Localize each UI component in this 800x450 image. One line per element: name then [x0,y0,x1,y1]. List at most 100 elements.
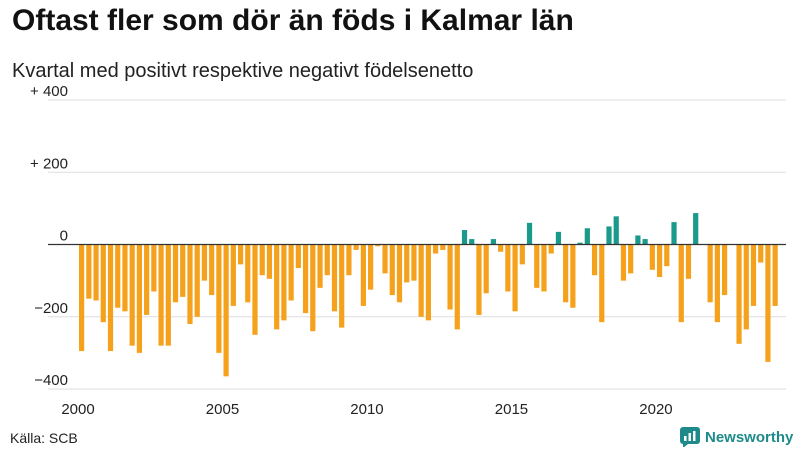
bar [512,244,518,312]
bar [526,222,533,245]
bar [158,244,164,346]
bar [295,244,301,268]
y-tick-label: −200 [34,300,68,317]
x-tick-label: 2000 [61,401,94,418]
bar [606,226,612,245]
bar [281,244,287,321]
bar [375,244,381,247]
bar [216,244,222,353]
bar [201,244,208,281]
source-label: Källa: SCB [10,430,78,446]
x-tick-label: 2020 [639,401,672,418]
bar [288,244,294,301]
bar [765,244,771,362]
bar [396,244,403,303]
y-tick-label: + 400 [30,83,68,100]
bar [519,244,525,265]
bar [548,244,554,254]
bar [750,244,757,306]
bar [310,244,316,332]
bar [100,244,106,323]
x-tick-label: 2010 [350,401,383,418]
bar [721,244,728,296]
bar [685,244,692,279]
bar [389,244,395,296]
y-tick-label: −400 [34,372,68,389]
bar [490,239,497,245]
bar [656,244,663,278]
bar [469,239,475,245]
x-tick-label: 2015 [495,401,528,418]
bar [115,244,121,308]
bar [613,216,619,245]
bar [570,244,576,308]
bar [498,244,504,252]
bar [707,244,713,303]
bar [136,244,143,353]
bar [411,244,417,281]
newsworthy-logo-icon [680,427,700,447]
bar [649,244,655,270]
bar [693,213,699,245]
bar [209,244,215,296]
bar [664,244,670,267]
bar [758,244,764,263]
bar [122,244,128,312]
bar [324,244,330,276]
bar [245,244,251,303]
bar [274,244,280,330]
bar [317,244,323,288]
y-tick-label: 0 [60,228,68,245]
bar [743,244,749,330]
y-tick-label: + 200 [30,155,68,172]
bar [353,244,359,250]
bar [418,244,424,317]
bar [302,244,309,314]
bar [772,244,778,306]
bar [671,222,677,245]
bar [642,239,648,245]
bar [714,244,720,323]
bar [620,244,627,281]
bar [461,230,468,245]
bar [433,244,439,254]
bar [223,244,229,377]
bar [237,244,244,265]
bar [476,244,482,315]
bar [736,244,742,344]
bar [367,244,374,290]
bar [194,244,200,317]
x-tick-label: 2005 [206,401,239,418]
bar [266,244,273,279]
bar [577,242,583,245]
bar [129,244,135,346]
bar [555,231,562,245]
bar [599,244,605,323]
bar [172,244,179,303]
bar [454,244,460,330]
bar [360,244,366,306]
bar [144,244,150,315]
bar [86,244,92,299]
bar [425,244,431,321]
bar [563,244,569,303]
bar [678,244,684,323]
bar [635,235,641,245]
bar-chart: −400 −200 0 + 200 + 400 2000 2005 2010 2015 2020 [30,83,786,418]
bar [447,244,453,310]
bar [107,244,114,352]
bar [252,244,258,335]
bar [346,244,352,276]
bar [628,244,634,274]
bar [483,244,489,294]
brand-name: Newsworthy [705,428,794,446]
chart-title: Oftast fler som dör än föds i Kalmar län [12,4,574,37]
bar [534,244,540,288]
bar [584,228,590,245]
bar [259,244,265,276]
bar [440,244,446,250]
bar [151,244,157,292]
bar [382,244,388,274]
brand-logo: Newsworthy [680,425,793,449]
bar [79,244,85,352]
